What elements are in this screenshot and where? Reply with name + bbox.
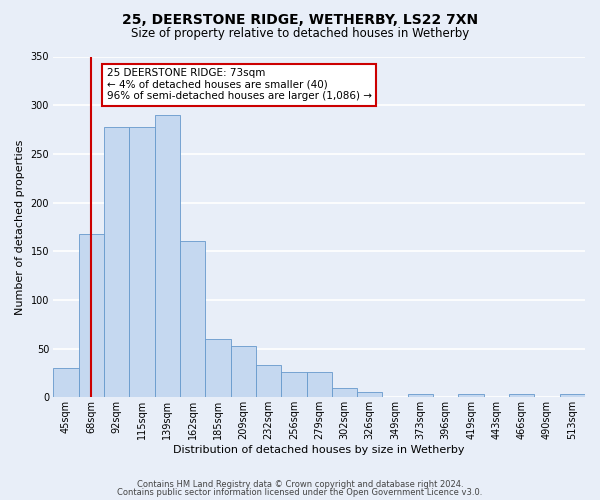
Y-axis label: Number of detached properties: Number of detached properties: [15, 139, 25, 314]
Bar: [281, 372, 307, 398]
Bar: [104, 126, 129, 398]
Text: Contains HM Land Registry data © Crown copyright and database right 2024.: Contains HM Land Registry data © Crown c…: [137, 480, 463, 489]
Bar: [53, 368, 79, 398]
Bar: [509, 394, 535, 398]
Bar: [155, 115, 180, 398]
Bar: [357, 392, 382, 398]
Text: Contains public sector information licensed under the Open Government Licence v3: Contains public sector information licen…: [118, 488, 482, 497]
Text: 25, DEERSTONE RIDGE, WETHERBY, LS22 7XN: 25, DEERSTONE RIDGE, WETHERBY, LS22 7XN: [122, 12, 478, 26]
Bar: [256, 365, 281, 398]
Bar: [79, 234, 104, 398]
X-axis label: Distribution of detached houses by size in Wetherby: Distribution of detached houses by size …: [173, 445, 465, 455]
Bar: [180, 240, 205, 398]
Bar: [458, 394, 484, 398]
Bar: [129, 126, 155, 398]
Bar: [332, 388, 357, 398]
Text: Size of property relative to detached houses in Wetherby: Size of property relative to detached ho…: [131, 28, 469, 40]
Text: 25 DEERSTONE RIDGE: 73sqm
← 4% of detached houses are smaller (40)
96% of semi-d: 25 DEERSTONE RIDGE: 73sqm ← 4% of detach…: [107, 68, 371, 102]
Bar: [205, 339, 230, 398]
Bar: [230, 346, 256, 398]
Bar: [560, 394, 585, 398]
Bar: [408, 394, 433, 398]
Bar: [307, 372, 332, 398]
